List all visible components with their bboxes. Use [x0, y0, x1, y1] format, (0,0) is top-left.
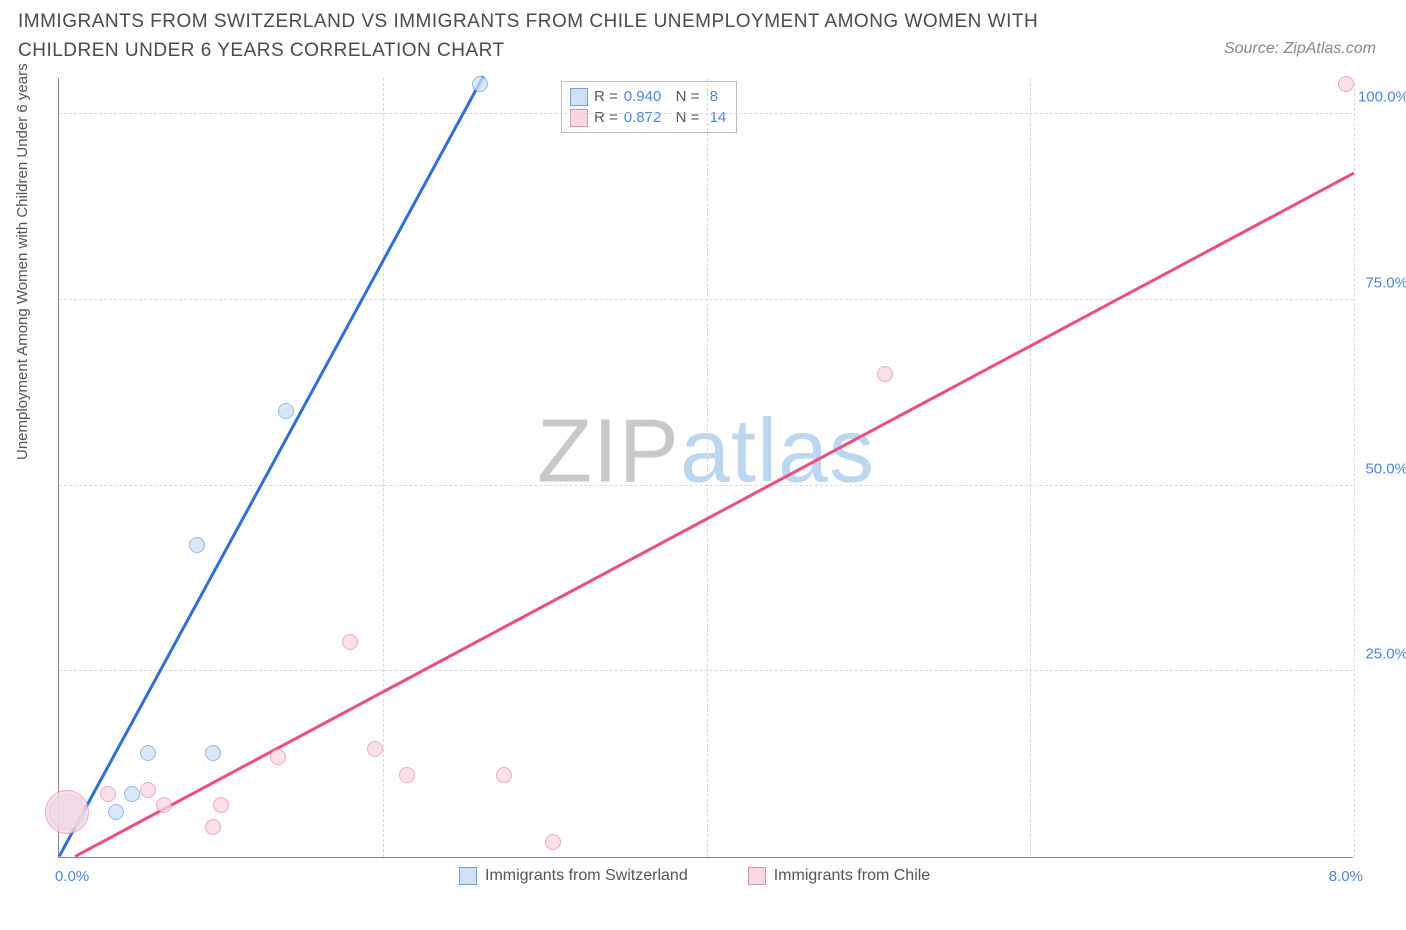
legend-r-label: R =	[594, 107, 618, 128]
data-point	[270, 749, 286, 765]
legend-item: Immigrants from Chile	[748, 867, 930, 885]
data-point	[45, 790, 89, 834]
data-point	[205, 819, 221, 835]
gridline-vertical	[707, 78, 708, 857]
legend-swatch	[570, 88, 588, 106]
y-tick-label: 75.0%	[1358, 274, 1406, 291]
series-legend: Immigrants from Switzerland Immigrants fr…	[459, 867, 930, 885]
legend-r-value: 0.940	[624, 86, 662, 107]
data-point	[108, 804, 124, 820]
data-point	[496, 767, 512, 783]
legend-n-value: 14	[705, 107, 726, 128]
legend-item: Immigrants from Switzerland	[459, 867, 688, 885]
y-tick-label: 25.0%	[1358, 646, 1406, 663]
correlation-legend: R = 0.940 N = 8R = 0.872 N = 14	[561, 81, 737, 133]
x-tick-max: 8.0%	[1329, 868, 1363, 885]
data-point	[205, 745, 221, 761]
data-point	[213, 797, 229, 813]
data-point	[399, 767, 415, 783]
data-point	[472, 76, 488, 92]
y-axis-label: Unemployment Among Women with Children U…	[14, 63, 31, 460]
legend-swatch	[459, 867, 477, 885]
legend-swatch	[570, 109, 588, 127]
data-point	[877, 366, 893, 382]
trend-line	[58, 75, 484, 856]
data-point	[156, 797, 172, 813]
data-point	[1338, 76, 1354, 92]
chart-title: IMMIGRANTS FROM SWITZERLAND VS IMMIGRANT…	[18, 8, 1118, 65]
x-tick-min: 0.0%	[55, 868, 89, 885]
legend-row: R = 0.872 N = 14	[570, 107, 726, 128]
data-point	[140, 745, 156, 761]
chart-plot-area: ZIPatlas R = 0.940 N = 8R = 0.872 N = 14…	[58, 78, 1353, 858]
gridline-vertical	[383, 78, 384, 857]
data-point	[189, 537, 205, 553]
data-point	[100, 786, 116, 802]
data-point	[342, 634, 358, 650]
source-attribution: Source: ZipAtlas.com	[1224, 40, 1376, 58]
watermark-zip: ZIP	[537, 401, 680, 501]
watermark-atlas: atlas	[680, 401, 875, 501]
legend-n-label: N =	[667, 107, 699, 128]
y-tick-label: 100.0%	[1358, 89, 1406, 106]
data-point	[278, 403, 294, 419]
legend-series-label: Immigrants from Chile	[774, 867, 930, 885]
legend-series-label: Immigrants from Switzerland	[485, 867, 688, 885]
legend-n-label: N =	[667, 86, 699, 107]
legend-r-label: R =	[594, 86, 618, 107]
data-point	[367, 741, 383, 757]
y-tick-label: 50.0%	[1358, 460, 1406, 477]
data-point	[140, 782, 156, 798]
data-point	[124, 786, 140, 802]
legend-r-value: 0.872	[624, 107, 662, 128]
trend-line	[75, 171, 1355, 857]
legend-row: R = 0.940 N = 8	[570, 86, 726, 107]
gridline-vertical	[1354, 78, 1355, 857]
data-point	[545, 834, 561, 850]
gridline-vertical	[1030, 78, 1031, 857]
legend-swatch	[748, 867, 766, 885]
